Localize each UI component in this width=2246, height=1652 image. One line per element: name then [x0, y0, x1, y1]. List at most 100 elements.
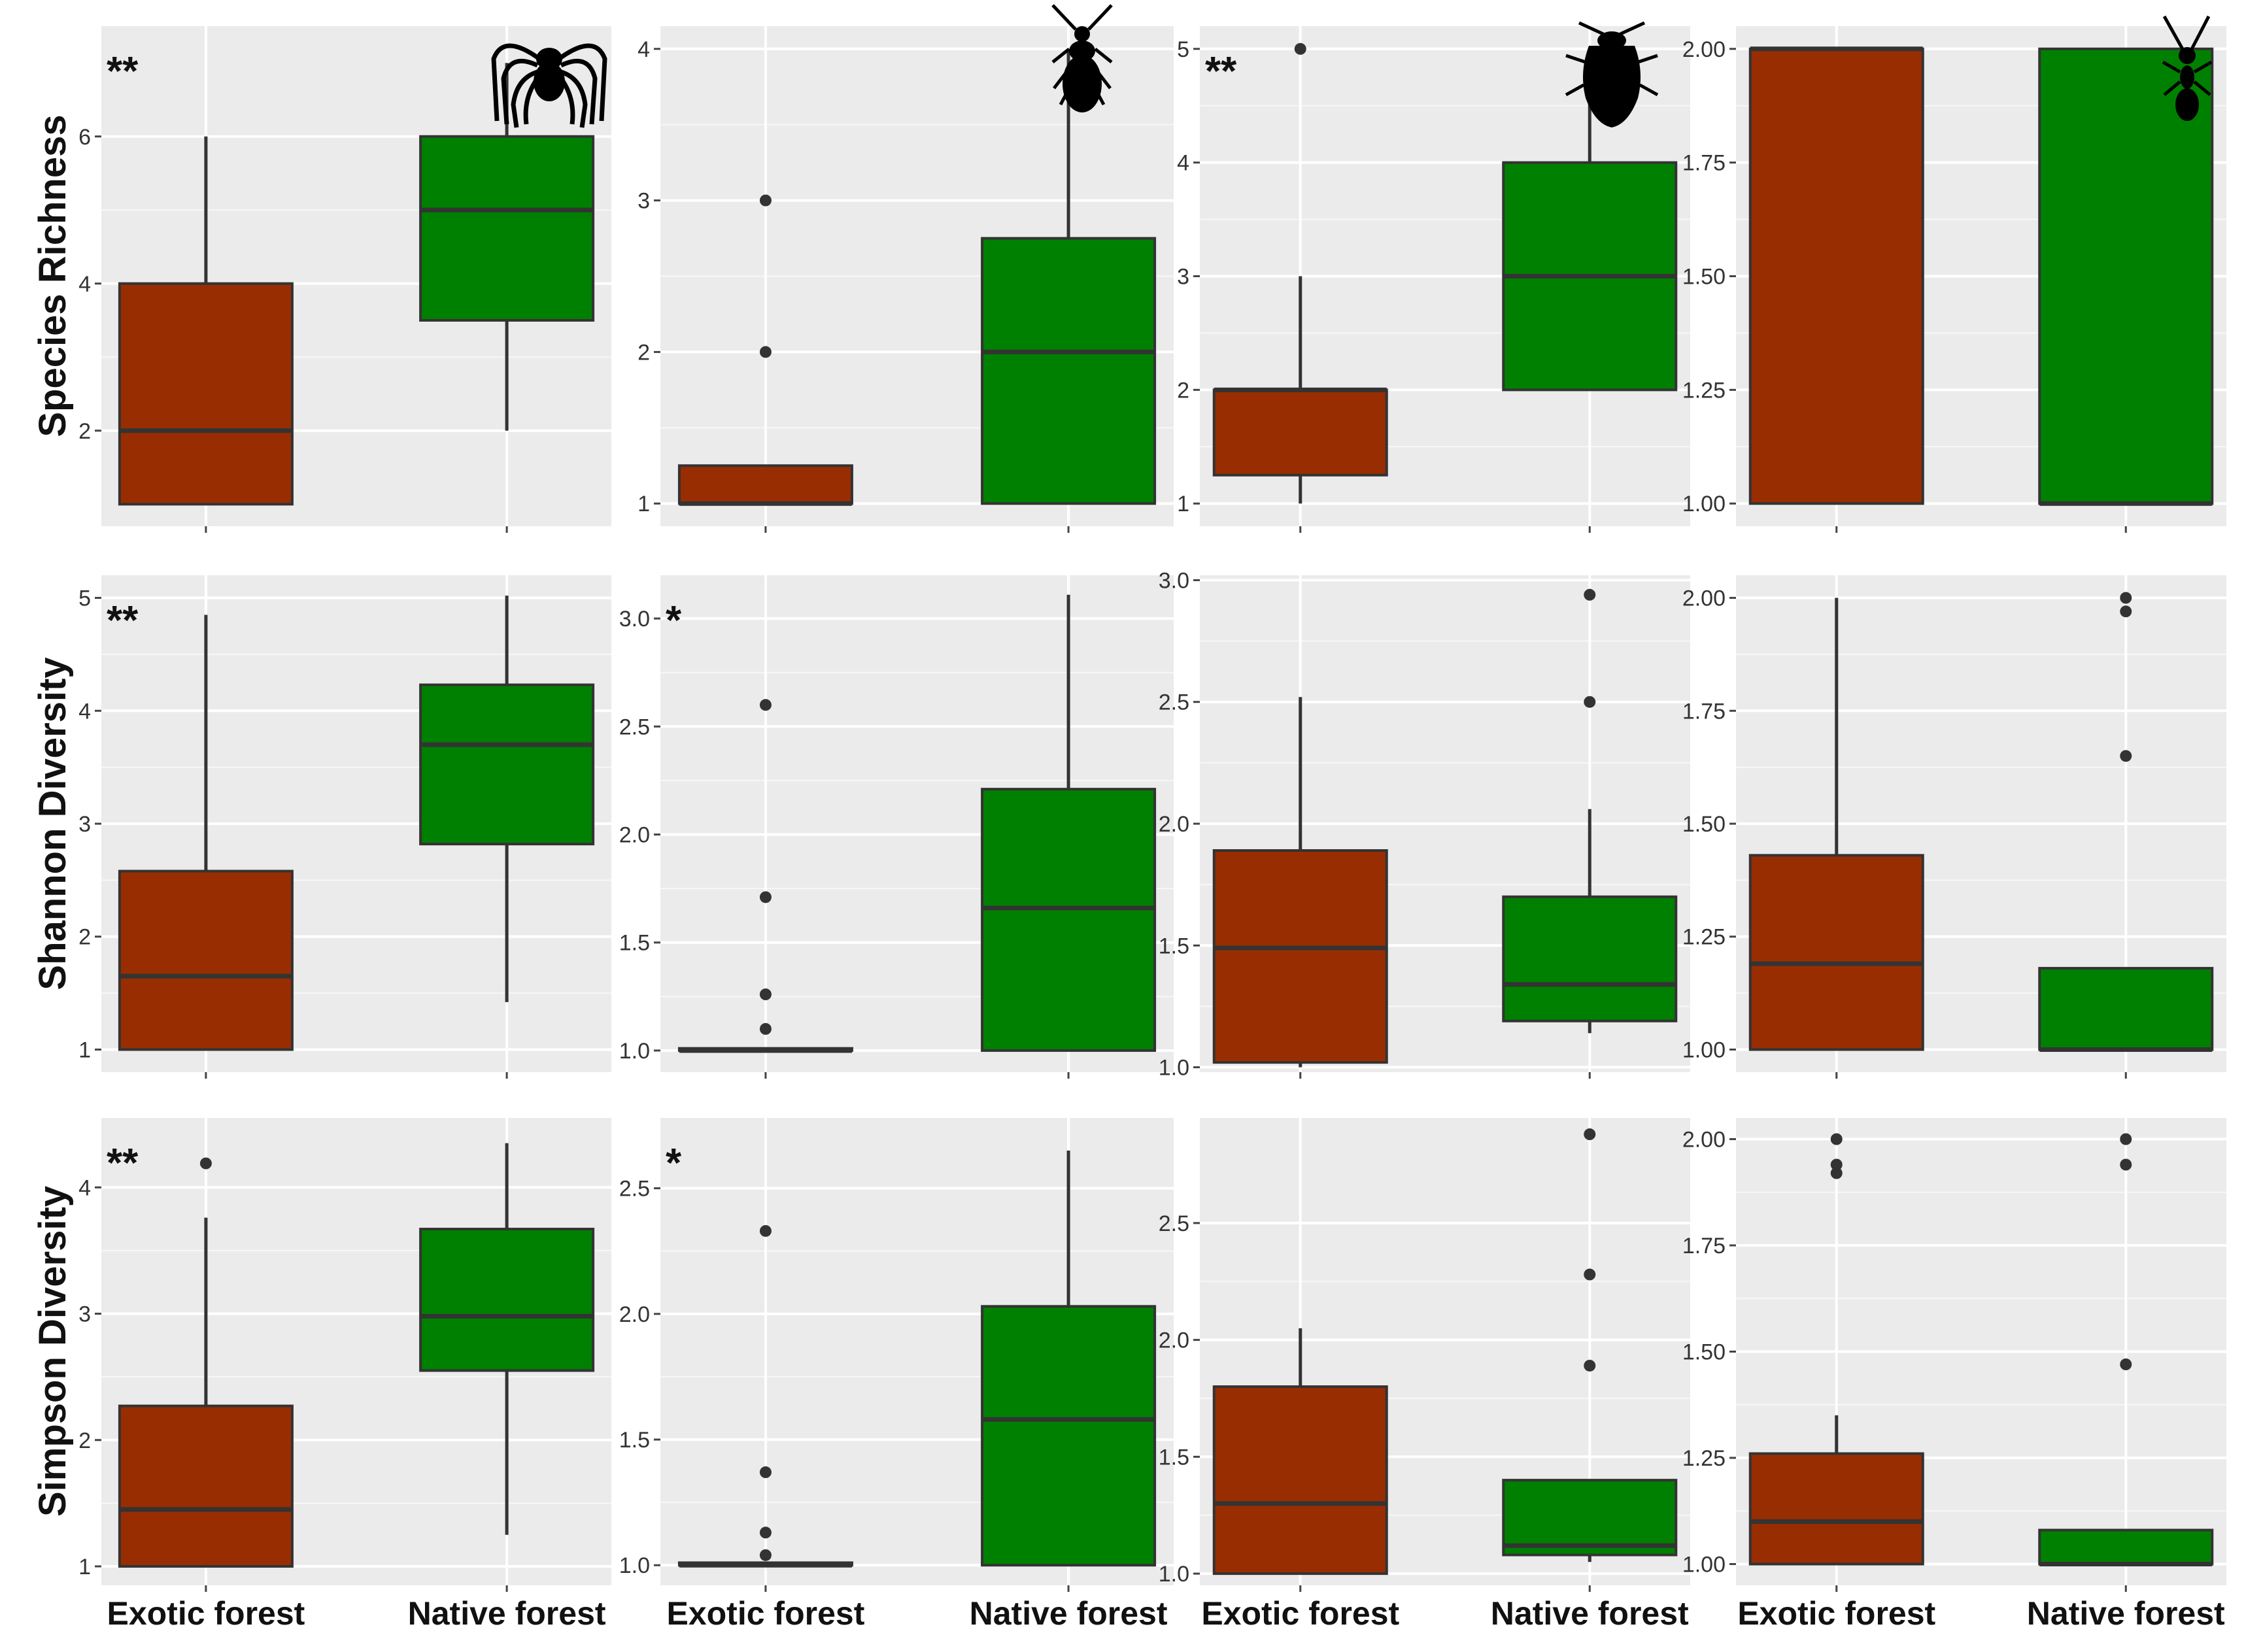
box-native-forest: [1502, 48, 1678, 392]
y-tick-label: 2.5: [1159, 690, 1189, 715]
y-tick-label: 1.00: [1682, 1553, 1726, 1577]
ant-head: [2179, 47, 2196, 64]
x-category-label: Exotic forest: [107, 1595, 305, 1632]
spider-leg: [491, 43, 541, 122]
y-tick-label: 1.50: [1682, 265, 1726, 290]
beetle-antenna: [1087, 4, 1113, 31]
y-tick-label: 1.50: [1682, 1340, 1726, 1365]
y-tick-label: 1.75: [1682, 699, 1726, 724]
bug-leg: [1578, 21, 1605, 36]
beetle-icon: [1051, 4, 1113, 112]
box-native-forest: [1502, 1128, 1678, 1562]
y-tick-label: 1.75: [1682, 151, 1726, 176]
panel-r1c1: 2 4 6 **: [78, 26, 611, 533]
row-label-1: Species Richness: [31, 114, 74, 437]
ant-leg: [2162, 60, 2181, 74]
beetle-thorax: [1069, 41, 1095, 61]
beetle-leg: [1094, 48, 1113, 63]
outlier-point: [1584, 1128, 1596, 1141]
outlier-point: [1584, 696, 1596, 708]
y-tick-label: 2.0: [619, 1302, 650, 1327]
bug-leg: [1565, 83, 1585, 97]
outlier-point: [1294, 42, 1306, 55]
y-tick-label: 3.0: [619, 607, 650, 632]
significance-marker: **: [107, 1141, 139, 1186]
y-tick-label: 1.00: [1682, 492, 1726, 516]
significance-marker: **: [107, 598, 139, 643]
y-tick-label: 4: [78, 1175, 91, 1200]
spider-leg: [501, 58, 539, 125]
outlier-point: [2120, 1358, 2132, 1370]
ant-leg: [2162, 15, 2185, 50]
outlier-point: [2120, 592, 2132, 604]
outlier-point: [199, 1157, 212, 1170]
box-native-forest: [419, 63, 595, 431]
y-tick-label: 1.50: [1682, 812, 1726, 837]
box-native-forest: [2038, 592, 2214, 1052]
x-category-label: Native forest: [408, 1595, 606, 1632]
y-tick-label: 1.5: [1159, 934, 1189, 958]
box-exotic-forest: [1212, 1328, 1388, 1576]
iqr-box: [981, 1305, 1157, 1567]
box-exotic-forest: [1212, 42, 1388, 504]
beetle-leg: [1059, 84, 1073, 106]
iqr-box: [2038, 967, 2214, 1051]
spider-body: [534, 62, 565, 101]
beetle-antenna: [1051, 4, 1077, 31]
y-tick-label: 4: [1177, 151, 1189, 176]
panel-r3c1: 1 2 3 4 **: [78, 1118, 611, 1592]
y-tick-label: 2.00: [1682, 586, 1726, 611]
outlier-point: [759, 1022, 772, 1035]
y-tick-label: 6: [78, 125, 91, 150]
y-tick-label: 3: [638, 189, 650, 214]
significance-marker: *: [666, 1141, 682, 1186]
outlier-point: [759, 1224, 772, 1237]
y-tick-label: 4: [78, 699, 91, 724]
box-native-forest: [419, 1143, 595, 1535]
significance-marker: *: [666, 598, 682, 643]
y-tick-label: 1.75: [1682, 1234, 1726, 1258]
ant-leg: [2193, 60, 2213, 74]
y-tick-label: 2: [638, 340, 650, 365]
spider-leg: [559, 76, 575, 125]
outlier-point: [759, 988, 772, 1001]
beetle-abdomen: [1063, 55, 1102, 112]
y-tick-label: 1.5: [1159, 1445, 1189, 1470]
bug-leg: [1637, 54, 1658, 64]
iqr-box: [1502, 1479, 1678, 1557]
iqr-box: [419, 135, 595, 322]
panel-r2c1: 1 2 3 4 5 **: [78, 575, 611, 1079]
beetle-head: [1074, 26, 1090, 42]
outlier-point: [1830, 1167, 1843, 1179]
y-tick-label: 1.00: [1682, 1037, 1726, 1062]
beetle-leg: [1094, 67, 1112, 90]
y-tick-label: 2.00: [1682, 1128, 1726, 1153]
iqr-box: [118, 869, 294, 1051]
box-exotic-forest: [677, 194, 853, 506]
panel-r2c3: 1.0 1.5 2.0 2.5 3.0: [1159, 568, 1690, 1081]
outlier-point: [2120, 750, 2132, 762]
beetle-leg: [1053, 67, 1070, 90]
y-tick-label: 5: [78, 586, 91, 611]
y-tick-label: 2: [1177, 378, 1189, 403]
iqr-box: [981, 788, 1157, 1052]
x-category-label: Exotic forest: [666, 1595, 864, 1632]
iqr-box: [2038, 1528, 2214, 1566]
bug-icon: [1565, 21, 1659, 127]
y-tick-label: 2.5: [619, 1177, 650, 1202]
y-tick-label: 1: [78, 1037, 91, 1062]
ant-abdomen: [2175, 88, 2199, 121]
beetle-leg: [1051, 48, 1070, 63]
y-tick-label: 3: [1177, 265, 1189, 290]
outlier-point: [1584, 1268, 1596, 1281]
iqr-box: [1748, 47, 1924, 505]
y-tick-label: 1: [1177, 492, 1189, 516]
ant-icon: [2162, 15, 2213, 121]
box-exotic-forest: [677, 1224, 853, 1568]
iqr-box: [1502, 895, 1678, 1022]
bug-leg: [1619, 21, 1646, 36]
box-native-forest: [981, 594, 1157, 1052]
outlier-point: [759, 891, 772, 903]
outlier-point: [2120, 605, 2132, 618]
